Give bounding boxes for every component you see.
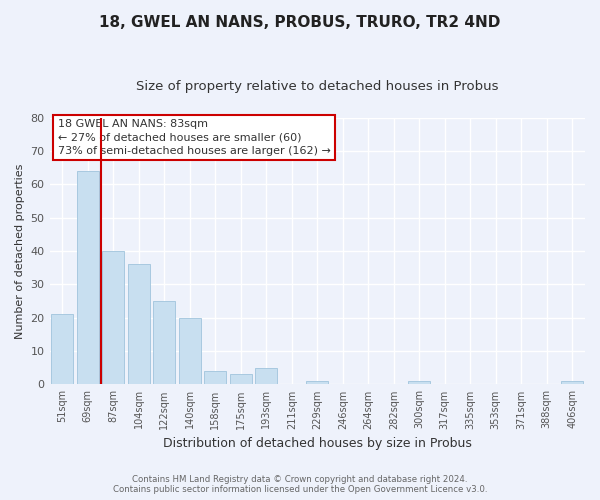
Bar [179,318,200,384]
Text: 18 GWEL AN NANS: 83sqm
← 27% of detached houses are smaller (60)
73% of semi-det: 18 GWEL AN NANS: 83sqm ← 27% of detached… [58,119,331,156]
Title: Size of property relative to detached houses in Probus: Size of property relative to detached ho… [136,80,499,93]
Text: 18, GWEL AN NANS, PROBUS, TRURO, TR2 4ND: 18, GWEL AN NANS, PROBUS, TRURO, TR2 4ND [100,15,500,30]
Bar [562,381,583,384]
Bar [256,368,277,384]
Text: Contains HM Land Registry data © Crown copyright and database right 2024.
Contai: Contains HM Land Registry data © Crown c… [113,474,487,494]
Y-axis label: Number of detached properties: Number of detached properties [15,164,25,339]
Bar [154,301,175,384]
Bar [307,381,328,384]
Bar [409,381,430,384]
Bar [128,264,149,384]
Bar [103,251,124,384]
Bar [205,371,226,384]
Bar [230,374,251,384]
Bar [52,314,73,384]
Bar [77,171,98,384]
X-axis label: Distribution of detached houses by size in Probus: Distribution of detached houses by size … [163,437,472,450]
